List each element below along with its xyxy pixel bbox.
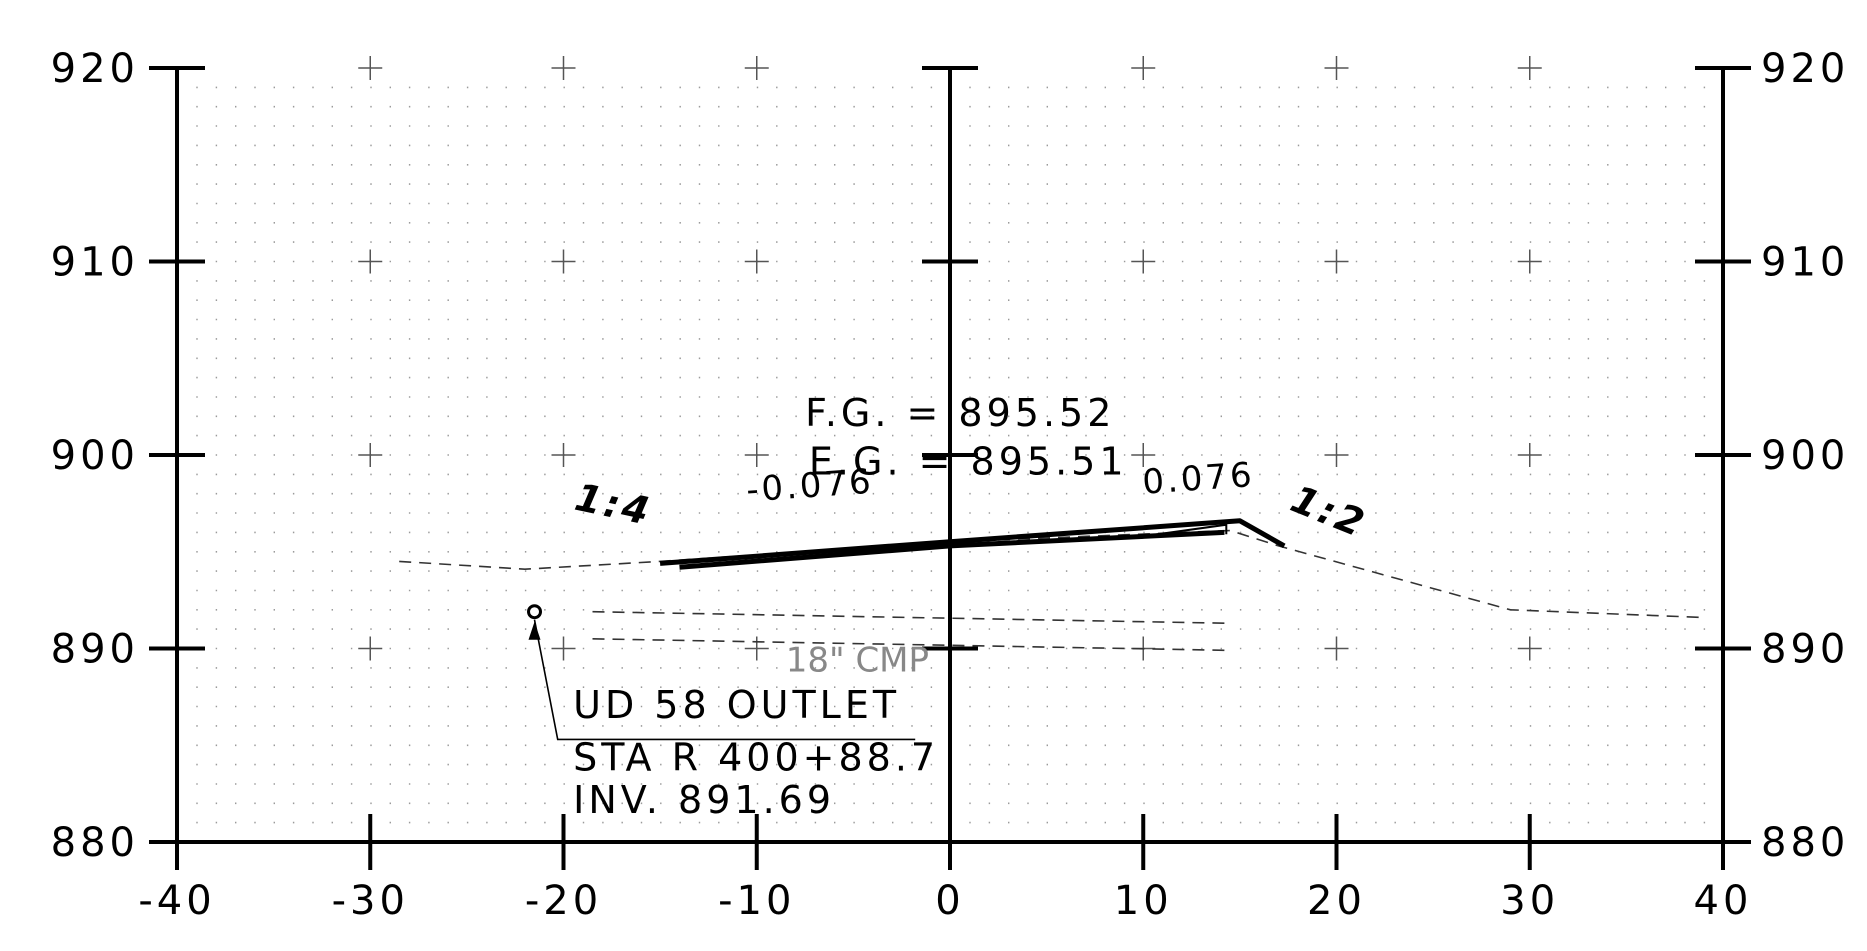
x-tick-label: -30 — [332, 878, 409, 924]
grid-cross — [551, 249, 576, 274]
grid-cross — [1131, 443, 1156, 467]
label-fg: F.G. = 895.52 — [805, 391, 1115, 435]
grid-cross — [1517, 249, 1542, 274]
series-layer — [399, 518, 1704, 741]
label-outlet-station: STA R 400+88.7 — [573, 735, 939, 779]
grid-cross — [1324, 636, 1349, 661]
label-pipe: 18" CMP — [786, 641, 929, 681]
grid-cross — [744, 443, 769, 467]
series-pipe-bottom — [592, 638, 1231, 652]
y-tick-label-right: 920 — [1761, 46, 1849, 92]
x-tick-label: 40 — [1694, 878, 1753, 924]
grid-cross — [1324, 56, 1349, 80]
grid-cross — [744, 249, 769, 274]
series-existing-ground — [399, 529, 1704, 619]
outlet-point-marker — [527, 604, 543, 620]
label-outlet-title: UD 58 OUTLET — [573, 683, 900, 727]
series-finished-grade-top — [659, 518, 1286, 566]
grid-crosses — [358, 56, 1542, 661]
grid-cross — [1324, 249, 1349, 274]
labels-layer: F.G. = 895.52E.G. = 895.51-0.076 0.076 1:4… — [571, 391, 1372, 822]
x-tick-label: 0 — [935, 878, 964, 924]
grid-cross — [358, 636, 383, 661]
x-tick-label: 20 — [1307, 878, 1366, 924]
grid-dot-pattern — [196, 86, 1706, 824]
outlet-leader-line — [533, 619, 916, 741]
label-slope-left: 1:4 — [571, 475, 656, 534]
grid-dots — [196, 86, 1706, 824]
x-tick-label: -40 — [138, 878, 215, 924]
series-shoulder — [1143, 523, 1228, 538]
grid-cross — [358, 249, 383, 274]
series-pipe-top — [592, 610, 1231, 625]
y-tick-label-left: 890 — [51, 627, 139, 673]
y-tick-label-right: 880 — [1761, 820, 1849, 866]
grid-cross — [744, 56, 769, 80]
label-grade-right: 0.076 — [1141, 455, 1256, 503]
grid-cross — [1131, 56, 1156, 80]
grid-cross — [551, 636, 576, 661]
x-tick-label: -10 — [718, 878, 795, 924]
grid-cross — [358, 56, 383, 80]
x-tick-label: 30 — [1500, 878, 1559, 924]
grid-cross — [1131, 249, 1156, 274]
grid-cross — [358, 443, 383, 467]
grid-cross — [1517, 443, 1542, 467]
grid-cross — [1324, 443, 1349, 467]
y-tick-label-left: 880 — [51, 820, 139, 866]
label-outlet-invert: INV. 891.69 — [573, 778, 835, 822]
grid-cross — [1517, 56, 1542, 80]
y-tick-label-right: 900 — [1761, 433, 1849, 479]
y-tick-label-left: 900 — [51, 433, 139, 479]
outlet-leader-arrow — [528, 621, 541, 640]
y-tick-label-right: 910 — [1761, 240, 1849, 286]
x-tick-label: -20 — [525, 878, 602, 924]
grid-cross — [551, 56, 576, 80]
x-tick-label: 10 — [1114, 878, 1173, 924]
grid-cross — [744, 636, 769, 661]
y-tick-label-left: 910 — [51, 240, 139, 286]
grid-cross — [1517, 636, 1542, 661]
label-slope-right: 1:2 — [1285, 477, 1373, 547]
series-finished-grade-bottom — [679, 529, 1225, 570]
label-eg: E.G. = 895.51 — [809, 439, 1128, 483]
y-tick-label-right: 890 — [1761, 627, 1849, 673]
y-tick-label-left: 920 — [51, 46, 139, 92]
grid-cross — [551, 443, 576, 467]
label-grade-left: -0.076 — [745, 462, 875, 511]
